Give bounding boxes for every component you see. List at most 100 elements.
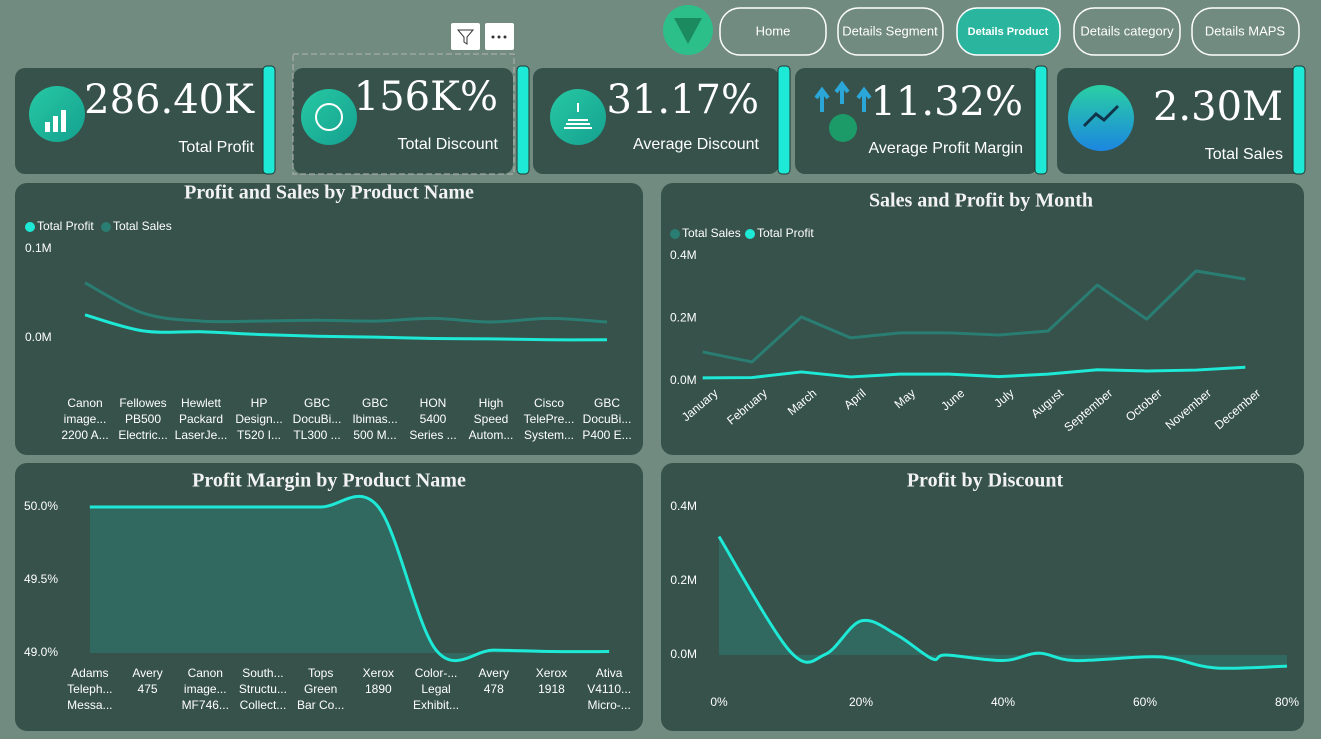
legend-label: Total Sales xyxy=(113,219,172,233)
filter-icon xyxy=(456,29,475,45)
y-tick-label: 49.0% xyxy=(24,645,58,659)
x-tick-label: Xerox xyxy=(536,666,567,680)
x-tick-label: PB500 xyxy=(125,412,161,426)
x-tick-label: T520 I... xyxy=(237,428,281,442)
series-line xyxy=(89,494,610,663)
kpi-card xyxy=(15,68,275,174)
kpi-icon xyxy=(301,89,357,145)
x-tick-label: Collect... xyxy=(240,698,287,712)
x-tick-label: Ativa xyxy=(596,666,623,680)
x-tick-label: 2200 A... xyxy=(61,428,108,442)
kpi-card xyxy=(293,68,513,174)
nav-label[interactable]: Details category xyxy=(1080,23,1174,38)
x-tick-label: Avery xyxy=(132,666,162,680)
dot xyxy=(497,35,501,39)
x-tick-label: MF746... xyxy=(182,698,229,712)
y-tick-label: 0.2M xyxy=(670,311,697,325)
x-tick-label: HP xyxy=(251,396,268,410)
x-tick-label: Teleph... xyxy=(67,682,112,696)
x-tick-label: Legal xyxy=(421,682,450,696)
chart-title: Profit Margin by Product Name xyxy=(192,470,466,492)
x-tick-label: LaserJe... xyxy=(175,428,228,442)
y-tick-label: 0.4M xyxy=(670,499,697,513)
x-tick-label: 500 M... xyxy=(353,428,396,442)
y-tick-label: 50.0% xyxy=(24,499,58,513)
dot xyxy=(503,35,507,39)
kpi-cards: 286.40K Total Profit 156K% Total Discoun… xyxy=(15,53,1306,175)
x-tick-label: DocuBi... xyxy=(583,412,632,426)
x-tick-label: Ibimas... xyxy=(352,412,397,426)
kpi-value: 286.40K xyxy=(84,77,255,123)
icon-glyph xyxy=(564,103,592,129)
kpi-accent xyxy=(777,65,791,175)
dot xyxy=(491,35,495,39)
filter-button[interactable] xyxy=(451,23,480,50)
y-tick-label: 0.0M xyxy=(670,373,697,387)
kpi-label: Total Sales xyxy=(1205,146,1283,163)
chart-title: Profit and Sales by Product Name xyxy=(184,182,474,204)
x-tick-label: 0% xyxy=(710,695,728,709)
x-tick-label: System... xyxy=(524,428,574,442)
nav-button[interactable] xyxy=(1191,7,1300,56)
kpi-accent xyxy=(1034,65,1048,175)
nav: Home Details Segment Details Product Det… xyxy=(719,7,1300,56)
x-tick-label: Color-... xyxy=(415,666,458,680)
kpi-value: 11.32% xyxy=(870,79,1023,125)
nav-button[interactable] xyxy=(719,7,827,56)
x-tick-label: Speed xyxy=(474,412,509,426)
legend-marker xyxy=(25,222,35,232)
x-tick-label: GBC xyxy=(304,396,330,410)
kpi-icon xyxy=(29,86,85,142)
legend-label: Total Profit xyxy=(37,219,94,233)
kpi-value: 2.30M xyxy=(1153,84,1283,130)
kpi-icon xyxy=(814,80,872,112)
nav-label[interactable]: Details Segment xyxy=(842,23,938,38)
x-tick-label: Series ... xyxy=(409,428,456,442)
nav-label[interactable]: Home xyxy=(756,23,791,38)
x-tick-label: 1890 xyxy=(365,682,392,696)
x-tick-label: image... xyxy=(184,682,227,696)
x-tick-label: 5400 xyxy=(420,412,447,426)
kpi-icon xyxy=(550,89,606,145)
x-tick-label: P400 E... xyxy=(582,428,631,442)
x-tick-label: 40% xyxy=(991,695,1015,709)
x-tick-label: Canon xyxy=(67,396,102,410)
x-tick-label: 60% xyxy=(1133,695,1157,709)
kpi-label: Total Profit xyxy=(178,139,254,156)
nav-button[interactable] xyxy=(1073,7,1181,56)
kpi-accent xyxy=(262,65,276,175)
x-tick-label: DocuBi... xyxy=(293,412,342,426)
y-tick-label: 0.2M xyxy=(670,573,697,587)
y-tick-label: 0.0M xyxy=(25,330,52,344)
x-tick-label: Bar Co... xyxy=(297,698,344,712)
x-tick-label: 80% xyxy=(1275,695,1299,709)
x-tick-label: V4110... xyxy=(587,682,631,696)
legend-marker xyxy=(745,229,755,239)
chart-title: Sales and Profit by Month xyxy=(869,190,1093,212)
kpi-label: Average Discount xyxy=(633,136,760,153)
series-line xyxy=(717,535,1288,670)
y-tick-label: 0.0M xyxy=(670,647,697,661)
nav-label[interactable]: Details MAPS xyxy=(1205,23,1286,38)
x-tick-label: Electric... xyxy=(118,428,167,442)
kpi-value: 31.17% xyxy=(606,77,759,123)
x-tick-label: 478 xyxy=(484,682,504,696)
x-tick-label: GBC xyxy=(594,396,620,410)
nav-button[interactable] xyxy=(837,7,944,56)
logo-mark xyxy=(674,18,702,44)
chart-title: Profit by Discount xyxy=(907,470,1064,492)
x-tick-label: 475 xyxy=(138,682,158,696)
series-line xyxy=(702,365,1246,380)
kpi-label: Total Discount xyxy=(398,136,499,153)
x-tick-label: Design... xyxy=(235,412,282,426)
series-line xyxy=(702,269,1246,364)
x-tick-label: Autom... xyxy=(469,428,514,442)
nav-button-active[interactable] xyxy=(956,7,1061,56)
x-tick-label: Green xyxy=(304,682,337,696)
nav-label[interactable]: Details Product xyxy=(968,26,1049,38)
kpi-value: 156K% xyxy=(354,74,498,120)
x-tick-label: Avery xyxy=(479,666,509,680)
x-tick-label: Tops xyxy=(308,666,333,680)
area-fill xyxy=(719,536,1287,669)
